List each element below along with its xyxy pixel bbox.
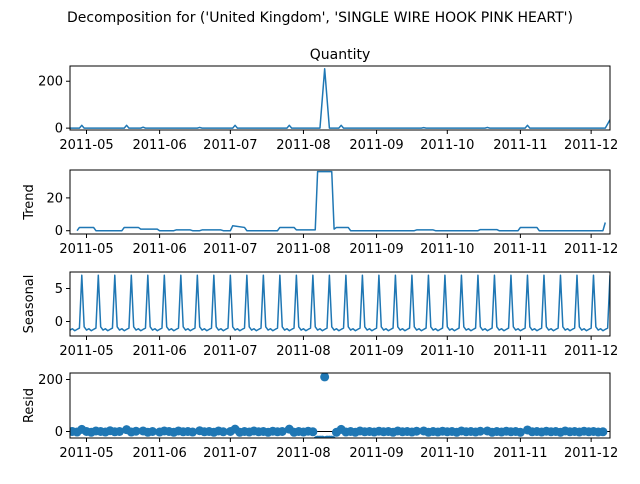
y-tick-label: 5 [55, 282, 63, 297]
x-tick-label: 2011-12 [564, 242, 618, 257]
panel-2: 0 20 2011-05 2011-06 2011-07 2011-08 2011-09 20… [22, 169, 618, 257]
x-tick-label: 2011-05 [59, 242, 113, 257]
data-layer [70, 68, 610, 129]
resid-point [277, 427, 287, 436]
x-tick-label: 2011-12 [564, 446, 618, 461]
resid-point [148, 427, 158, 436]
panel-title: Quantity [310, 47, 371, 63]
x-tick-label: 2011-10 [420, 138, 474, 153]
y-axis-label: Seasonal [22, 275, 37, 334]
x-tick-label: 2011-11 [493, 242, 547, 257]
x-tick-label: 2011-11 [493, 138, 547, 153]
x-tick-label: 2011-09 [349, 242, 403, 257]
panel-3: 0 5 2011-05 2011-06 2011-07 2011-08 2011-09 201… [22, 271, 618, 359]
resid-point [115, 427, 125, 436]
resid-point [320, 373, 330, 382]
x-tick-label: 2011-07 [203, 446, 257, 461]
resid-point [131, 426, 141, 436]
x-tick-label: 2011-06 [132, 446, 186, 461]
series-line [76, 170, 607, 232]
resid-point [308, 427, 318, 437]
y-tick-label: 0 [55, 315, 63, 330]
x-tick-label: 2011-05 [59, 138, 113, 153]
y-axis-label: Resid [22, 388, 37, 423]
x-tick-label: 2011-10 [420, 446, 474, 461]
x-tick-label: 2011-06 [132, 344, 186, 359]
panel-1: 0 200 2011-05 2011-06 2011-07 2011-08 2011-09 2… [38, 47, 618, 153]
x-tick-label: 2011-12 [564, 344, 618, 359]
y-tick-label: 0 [55, 122, 63, 137]
x-tick-label: 2011-10 [420, 242, 474, 257]
data-layer [70, 373, 610, 438]
data-layer [70, 274, 610, 332]
resid-point [598, 427, 608, 437]
x-tick-label: 2011-07 [203, 242, 257, 257]
x-tick-label: 2011-12 [564, 138, 618, 153]
x-tick-label: 2011-05 [59, 446, 113, 461]
x-tick-label: 2011-08 [276, 446, 330, 461]
series-line [70, 274, 610, 332]
resid-point [218, 427, 228, 437]
resid-point [475, 426, 485, 436]
data-layer [76, 170, 607, 232]
x-tick-label: 2011-05 [59, 344, 113, 359]
x-tick-label: 2011-08 [276, 138, 330, 153]
y-axis-label: Trend [22, 184, 37, 221]
resid-point [188, 427, 198, 437]
resid-point [412, 426, 422, 436]
x-tick-label: 2011-08 [276, 242, 330, 257]
series-line [70, 68, 610, 129]
resid-point [327, 435, 336, 438]
x-tick-label: 2011-06 [132, 242, 186, 257]
y-tick-label: 20 [46, 191, 63, 206]
resid-point [515, 427, 525, 437]
y-tick-label: 0 [55, 425, 63, 440]
x-tick-label: 2011-08 [276, 344, 330, 359]
x-tick-label: 2011-06 [132, 138, 186, 153]
axes-frame [69, 65, 611, 131]
panel-4: 0 200 2011-05 2011-06 2011-07 2011-08 2011-09 2… [22, 372, 618, 461]
x-tick-label: 2011-09 [349, 138, 403, 153]
axes-frame [69, 372, 611, 439]
x-tick-label: 2011-10 [420, 344, 474, 359]
x-tick-label: 2011-11 [493, 446, 547, 461]
figure-title: Decomposition for ('United Kingdom', 'SI… [67, 10, 573, 26]
y-tick-label: 0 [55, 224, 63, 239]
y-tick-label: 200 [38, 75, 63, 90]
x-tick-label: 2011-09 [349, 344, 403, 359]
x-tick-label: 2011-09 [349, 446, 403, 461]
x-tick-label: 2011-07 [203, 138, 257, 153]
y-tick-label: 200 [38, 373, 63, 388]
axes-frame [69, 169, 611, 235]
x-tick-label: 2011-11 [493, 344, 547, 359]
axes-frame [69, 271, 611, 337]
x-tick-label: 2011-07 [203, 344, 257, 359]
